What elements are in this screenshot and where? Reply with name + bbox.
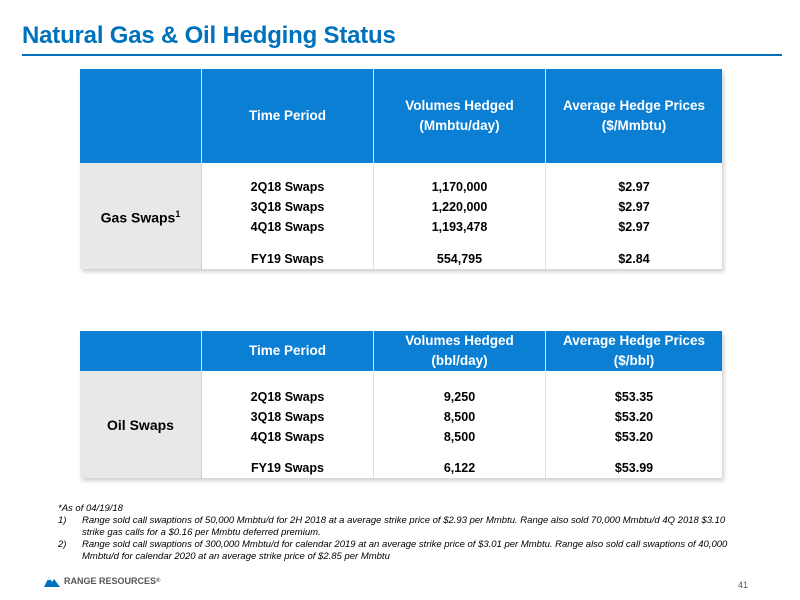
footnotes: *As of 04/19/18 1) Range sold call swapt… bbox=[58, 503, 748, 563]
list-item: FY19 Swaps bbox=[251, 252, 324, 266]
list-item: 9,250 bbox=[443, 390, 476, 404]
footnote-1: 1) Range sold call swaptions of 50,000 M… bbox=[58, 515, 726, 538]
oil-header-volumes: Volumes Hedged (bbl/day) bbox=[374, 331, 546, 371]
gas-table-body: Gas Swaps1 2Q18 Swaps 3Q18 Swaps 4Q18 Sw… bbox=[80, 163, 722, 269]
gas-header-time-period: Time Period bbox=[202, 69, 374, 163]
list-item: 4Q18 Swaps bbox=[250, 220, 325, 234]
gas-header-prices: Average Hedge Prices ($/Mmbtu) bbox=[562, 98, 706, 133]
list-item: 6,122 bbox=[443, 461, 476, 475]
oil-prices-column: $53.35 $53.20 $53.20 $53.99 bbox=[546, 371, 722, 478]
page-title: Natural Gas & Oil Hedging Status bbox=[22, 22, 396, 49]
title-underline bbox=[22, 54, 782, 56]
oil-row-label: Oil Swaps bbox=[80, 371, 202, 478]
list-item: 8,500 bbox=[443, 410, 476, 424]
oil-header-blank bbox=[80, 331, 202, 371]
oil-header-time-period: Time Period bbox=[202, 331, 374, 371]
oil-periods-column: 2Q18 Swaps 3Q18 Swaps 4Q18 Swaps FY19 Sw… bbox=[202, 371, 374, 478]
list-item: $53.20 bbox=[614, 430, 654, 444]
list-item: 2Q18 Swaps bbox=[250, 390, 325, 404]
footnote-2: 2) Range sold call swaptions of 300,000 … bbox=[58, 539, 728, 562]
list-item: $2.84 bbox=[618, 252, 650, 266]
list-item: $53.35 bbox=[614, 390, 654, 404]
list-item: 1,193,478 bbox=[431, 220, 488, 234]
list-item: 2Q18 Swaps bbox=[250, 180, 325, 194]
gas-header-volumes: Volumes Hedged (Mmbtu/day) bbox=[374, 69, 546, 163]
list-item: 3Q18 Swaps bbox=[250, 200, 325, 214]
gas-volumes-column: 1,170,000 1,220,000 1,193,478 554,795 bbox=[374, 163, 546, 269]
gas-header-blank bbox=[80, 69, 202, 163]
list-item: $53.20 bbox=[614, 410, 654, 424]
list-item: 1,170,000 bbox=[431, 180, 488, 194]
list-item: 3Q18 Swaps bbox=[250, 410, 325, 424]
gas-prices-column: $2.97 $2.97 $2.97 $2.84 bbox=[546, 163, 722, 269]
oil-header-prices: Average Hedge Prices ($/bbl) bbox=[562, 333, 706, 368]
list-item: 8,500 bbox=[443, 430, 476, 444]
list-item: $2.97 bbox=[618, 220, 650, 234]
gas-row-label: Gas Swaps1 bbox=[80, 163, 202, 269]
as-of-note: *As of 04/19/18 bbox=[58, 503, 123, 514]
company-logo: RANGE RESOURCES ® bbox=[44, 575, 160, 587]
list-item: FY19 Swaps bbox=[251, 461, 324, 475]
gas-table-header: Time Period Volumes Hedged (Mmbtu/day) A… bbox=[80, 69, 722, 163]
range-logo-icon bbox=[44, 577, 60, 587]
oil-hedging-table: Time Period Volumes Hedged (bbl/day) Ave… bbox=[80, 331, 722, 478]
list-item: $2.97 bbox=[618, 180, 650, 194]
oil-volumes-column: 9,250 8,500 8,500 6,122 bbox=[374, 371, 546, 478]
footnote-marker: 1 bbox=[175, 209, 181, 220]
list-item: $53.99 bbox=[614, 461, 654, 475]
list-item: 1,220,000 bbox=[431, 200, 488, 214]
list-item: 4Q18 Swaps bbox=[250, 430, 325, 444]
list-item: 554,795 bbox=[436, 252, 483, 266]
oil-table-body: Oil Swaps 2Q18 Swaps 3Q18 Swaps 4Q18 Swa… bbox=[80, 371, 722, 478]
gas-hedging-table: Time Period Volumes Hedged (Mmbtu/day) A… bbox=[80, 69, 722, 269]
oil-table-header: Time Period Volumes Hedged (bbl/day) Ave… bbox=[80, 331, 722, 371]
gas-periods-column: 2Q18 Swaps 3Q18 Swaps 4Q18 Swaps FY19 Sw… bbox=[202, 163, 374, 269]
list-item: $2.97 bbox=[618, 200, 650, 214]
page-number: 41 bbox=[738, 580, 749, 590]
